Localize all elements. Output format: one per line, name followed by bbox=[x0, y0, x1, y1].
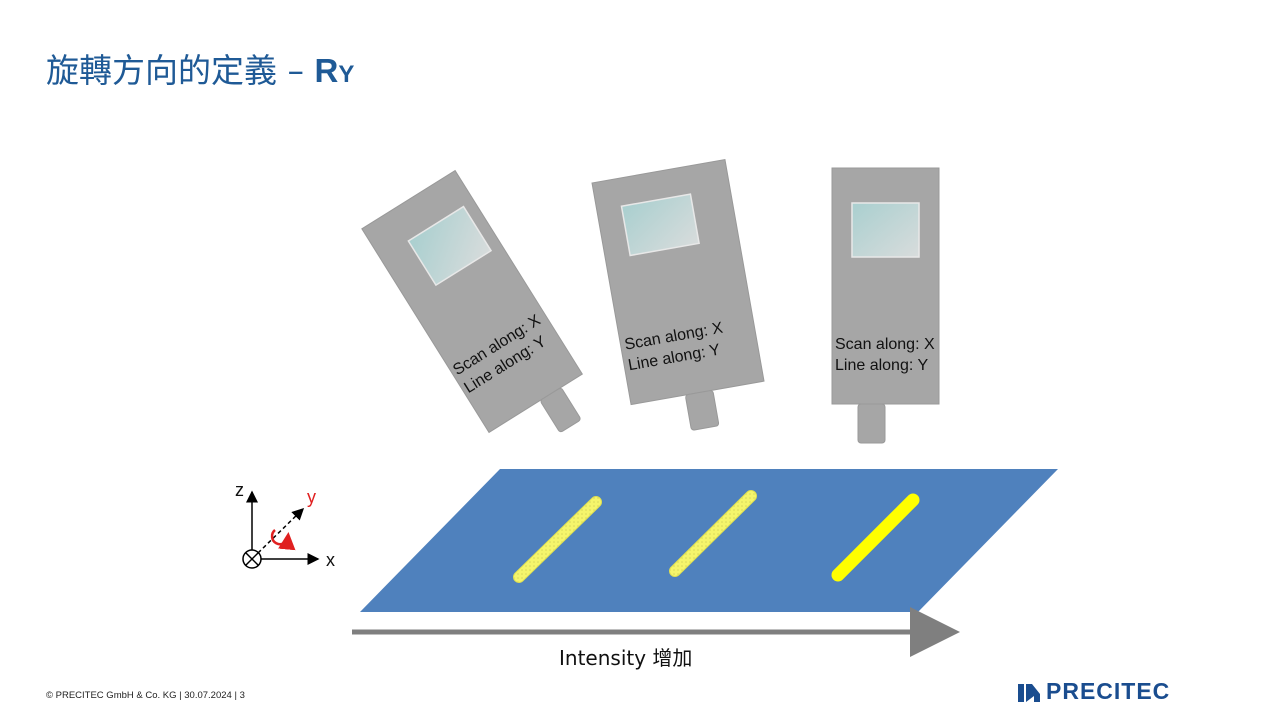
slide-title: 旋轉方向的定義 – RY bbox=[46, 44, 354, 92]
laser-line-2-inner bbox=[670, 491, 756, 576]
title-rotation-symbol: R bbox=[314, 52, 339, 89]
sensor-3-connector bbox=[857, 403, 886, 444]
intensity-label: Intensity 增加 bbox=[559, 646, 693, 670]
sensor-1-window bbox=[407, 205, 493, 287]
sensor-1: Scan along: X Line along: Y bbox=[361, 169, 583, 434]
title-rotation-axis: Y bbox=[338, 61, 355, 88]
sensor-2-connector bbox=[685, 390, 720, 431]
sensor-3-line-label: Line along: Y bbox=[835, 357, 928, 374]
precitec-logo bbox=[1018, 684, 1040, 702]
sensor-2: Scan along: X Line along: Y bbox=[591, 158, 765, 431]
laser-line-1-inner bbox=[514, 497, 601, 582]
logo-text: PRECITEC bbox=[1046, 678, 1171, 704]
z-axis-label: z bbox=[235, 480, 244, 500]
coordinate-axes: z y x bbox=[235, 480, 335, 570]
rotation-arrow-icon bbox=[270, 529, 296, 551]
sensor-1-connector bbox=[540, 387, 581, 433]
x-axis-label: x bbox=[326, 550, 335, 570]
logo-mark-icon bbox=[1018, 684, 1024, 702]
y-axis bbox=[257, 507, 305, 554]
sensor-2-window bbox=[620, 193, 700, 257]
title-text: 旋轉方向的定義 – bbox=[46, 51, 315, 90]
sensor-3: Scan along: X Line along: Y bbox=[831, 167, 940, 444]
y-axis-label: y bbox=[307, 487, 316, 507]
laser-line-3 bbox=[831, 493, 920, 582]
sensor-3-window bbox=[851, 202, 920, 258]
sensor-3-scan-label: Scan along: X bbox=[835, 336, 935, 353]
footer-copyright: © PRECITEC GmbH & Co. KG | 30.07.2024 | … bbox=[46, 690, 245, 701]
